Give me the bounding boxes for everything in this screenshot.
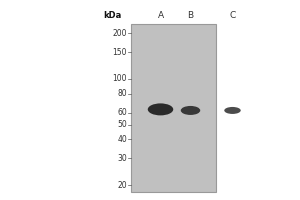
Text: C: C: [230, 11, 236, 21]
Text: 80: 80: [117, 89, 127, 98]
Text: 150: 150: [112, 48, 127, 57]
Text: 100: 100: [112, 74, 127, 83]
Text: 60: 60: [117, 108, 127, 117]
Text: 30: 30: [117, 154, 127, 163]
Text: 20: 20: [117, 181, 127, 190]
Text: A: A: [158, 11, 164, 21]
Text: 200: 200: [112, 29, 127, 38]
Ellipse shape: [224, 107, 241, 114]
FancyBboxPatch shape: [130, 24, 216, 192]
Text: B: B: [188, 11, 194, 21]
Text: kDa: kDa: [103, 11, 122, 21]
Text: 40: 40: [117, 135, 127, 144]
Ellipse shape: [148, 103, 173, 115]
Ellipse shape: [181, 106, 200, 115]
Text: 50: 50: [117, 120, 127, 129]
